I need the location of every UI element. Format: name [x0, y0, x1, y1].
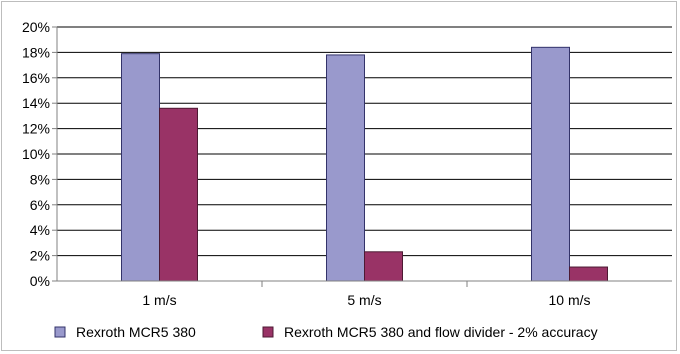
y-tick-label: 0%: [30, 273, 50, 289]
legend-swatch-2: [262, 326, 274, 338]
y-tick-label: 2%: [30, 248, 50, 264]
y-axis-ticks: 0% 2% 4% 6% 8% 10% 12% 14% 16% 18% 20%: [22, 19, 57, 289]
legend: Rexroth MCR5 380 Rexroth MCR5 380 and flo…: [54, 324, 598, 340]
y-tick-label: 16%: [22, 70, 50, 86]
y-tick-label: 6%: [30, 197, 50, 213]
x-tick-label: 1 m/s: [142, 292, 176, 308]
y-tick-label: 14%: [22, 95, 50, 111]
bar-2-10-m-s: [569, 266, 608, 282]
y-tick-label: 18%: [22, 44, 50, 60]
legend-label-1: Rexroth MCR5 380: [76, 324, 196, 340]
bar-2-5-m-s: [364, 251, 403, 282]
x-tick-label: 10 m/s: [548, 292, 590, 308]
x-axis-ticks: 1 m/s 5 m/s 10 m/s: [142, 281, 591, 308]
bar-1-5-m-s: [326, 54, 365, 282]
y-tick-label: 10%: [22, 146, 50, 162]
y-tick-label: 8%: [30, 171, 50, 187]
y-tick-label: 20%: [22, 19, 50, 35]
axes: [56, 27, 672, 282]
y-tick-label: 12%: [22, 121, 50, 137]
x-tick-label: 5 m/s: [347, 292, 381, 308]
legend-label-2: Rexroth MCR5 380 and flow divider - 2% a…: [284, 324, 598, 340]
y-tick-label: 4%: [30, 222, 50, 238]
bar-1-10-m-s: [531, 46, 570, 282]
bars: [121, 46, 608, 282]
legend-swatch-1: [54, 326, 66, 338]
bar-1-1-m-s: [121, 53, 160, 282]
bar-2-1-m-s: [159, 107, 198, 282]
